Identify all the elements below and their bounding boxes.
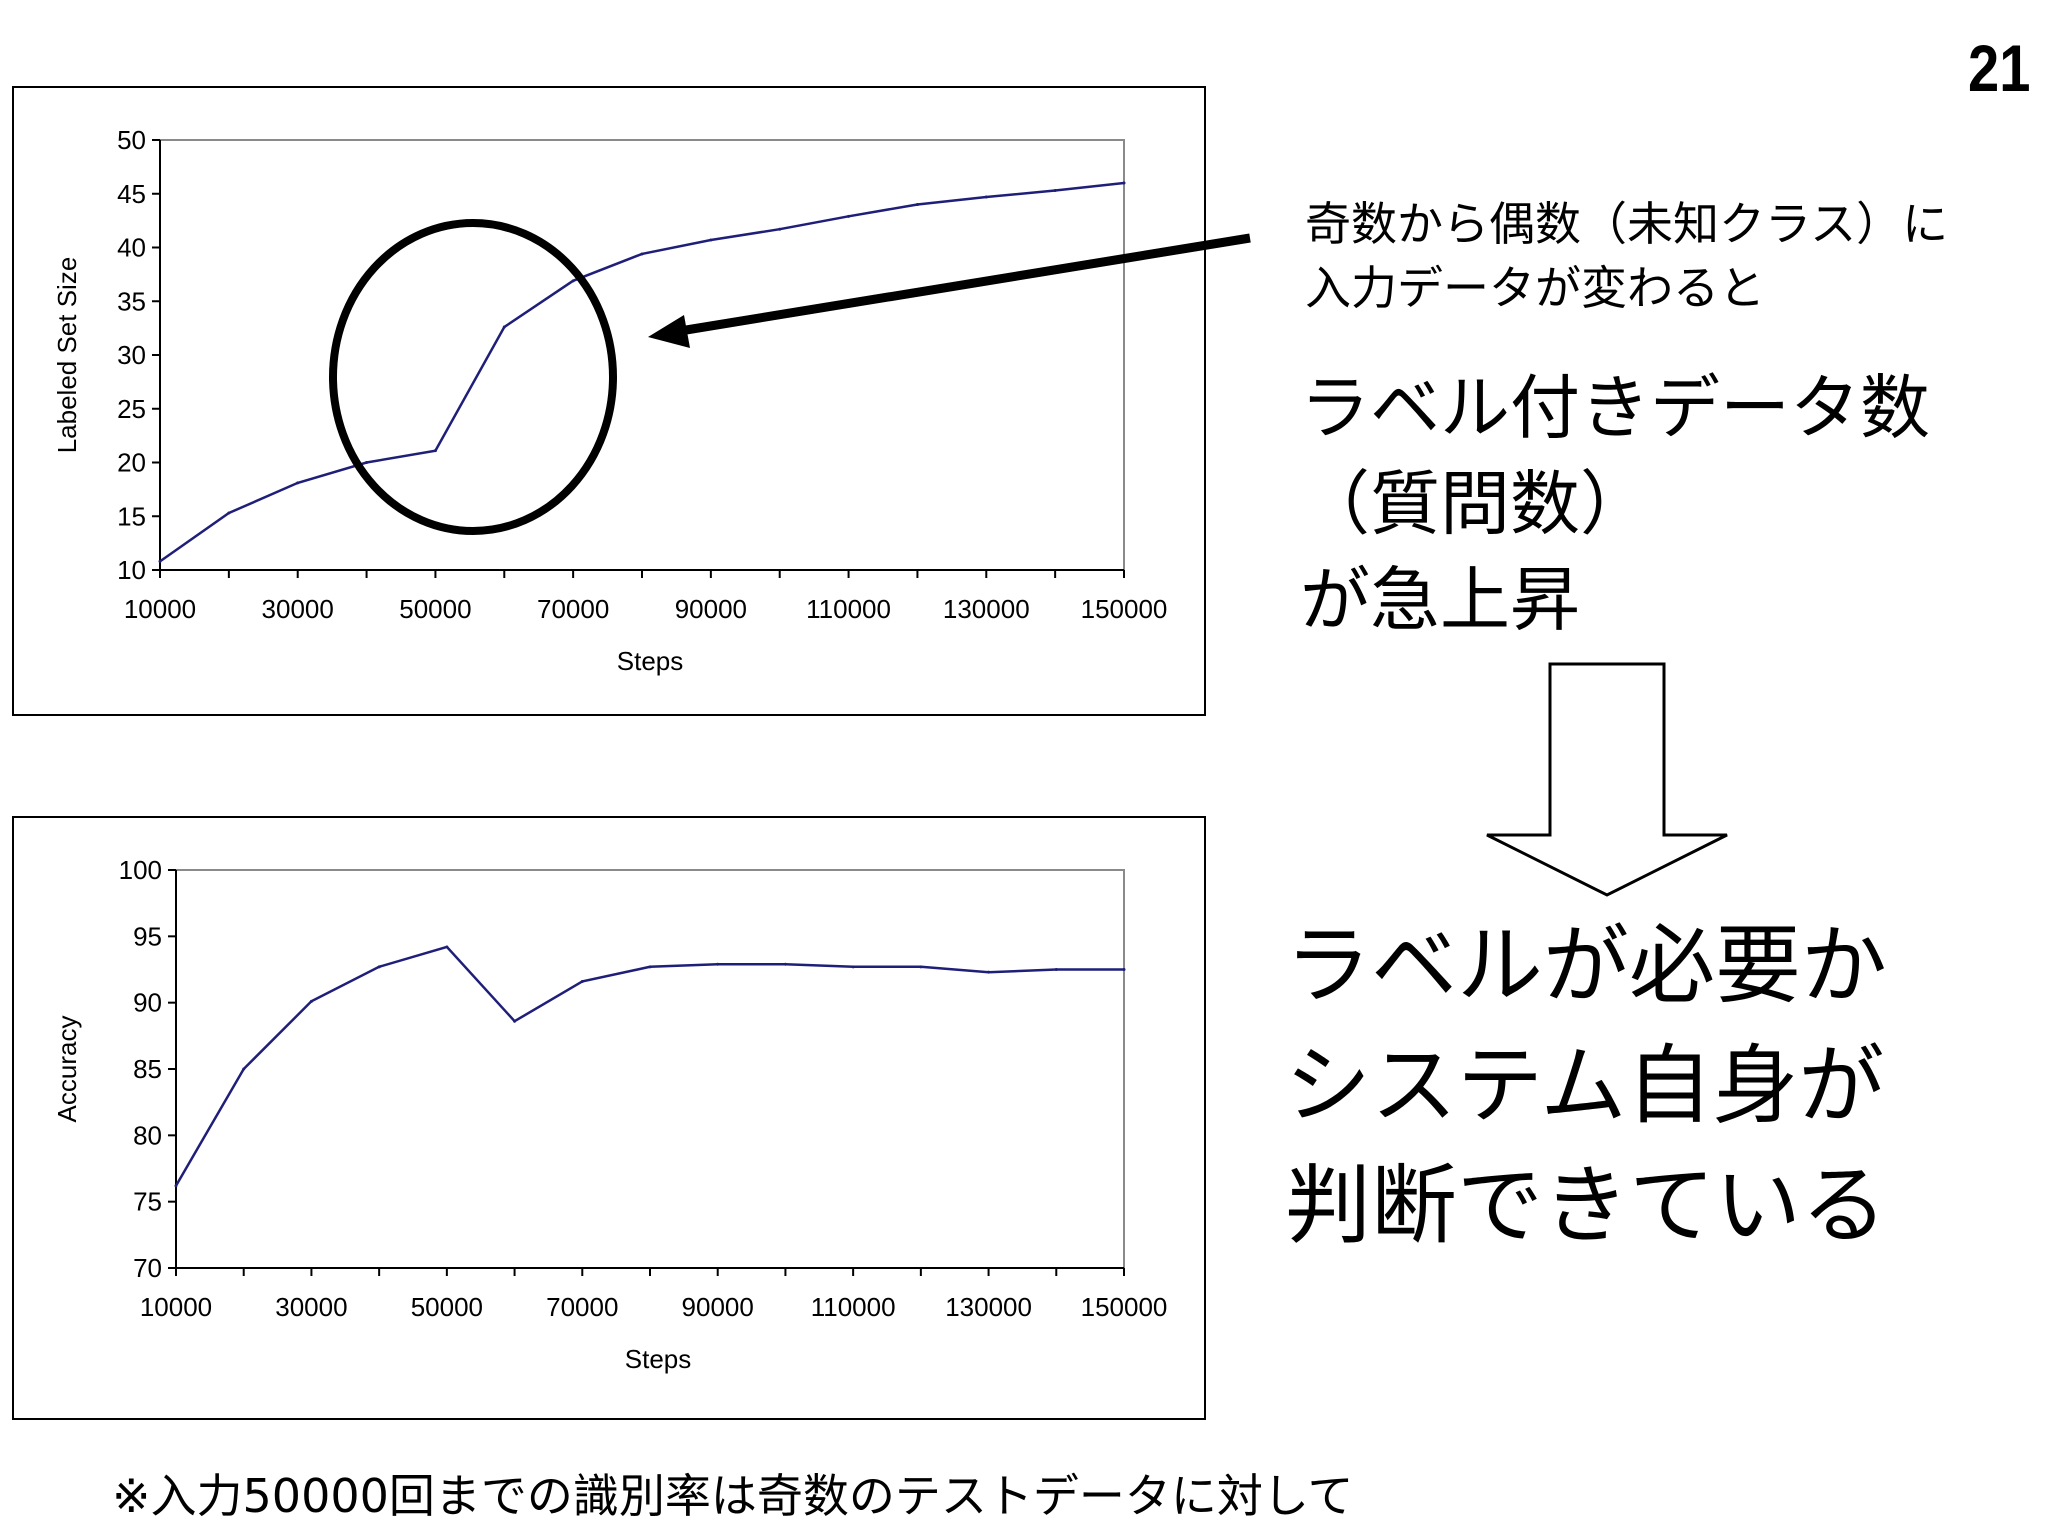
data-point bbox=[158, 559, 162, 563]
callout-heading-line: （質問数） bbox=[1300, 463, 1650, 545]
down-arrow-icon bbox=[1486, 662, 1728, 897]
data-point bbox=[445, 945, 449, 949]
data-point bbox=[174, 1184, 178, 1188]
x-tick-label: 30000 bbox=[275, 1292, 347, 1322]
y-tick-label: 95 bbox=[133, 921, 162, 951]
data-point bbox=[709, 238, 713, 242]
data-point bbox=[987, 970, 991, 974]
y-tick-label: 25 bbox=[117, 394, 146, 424]
data-point bbox=[296, 481, 300, 485]
data-point bbox=[640, 252, 644, 256]
data-point bbox=[984, 195, 988, 199]
data-point bbox=[513, 1019, 517, 1023]
data-point bbox=[1053, 189, 1057, 193]
y-tick-label: 50 bbox=[117, 125, 146, 155]
data-point bbox=[851, 965, 855, 969]
x-tick-label: 130000 bbox=[945, 1292, 1032, 1322]
x-tick-label: 70000 bbox=[537, 594, 609, 624]
callout-note-line: 入力データが変わると bbox=[1305, 261, 1765, 315]
callout-note-line: 奇数から偶数（未知クラス）に bbox=[1305, 197, 1949, 251]
data-point bbox=[227, 511, 231, 515]
data-point bbox=[648, 965, 652, 969]
data-point bbox=[915, 203, 919, 206]
data-point bbox=[919, 965, 923, 969]
data-point bbox=[580, 979, 584, 983]
data-point bbox=[365, 461, 369, 464]
y-axis-title: Labeled Set Size bbox=[52, 257, 82, 454]
y-tick-label: 15 bbox=[117, 501, 146, 531]
x-tick-label: 30000 bbox=[262, 594, 334, 624]
accuracy-chart: 70 75 80 85 90 95 100 10000 30000 50000 70000 90000… bbox=[12, 816, 1206, 1420]
y-tick-label: 85 bbox=[133, 1054, 162, 1084]
conclusion-line: システム自身が bbox=[1285, 1036, 1885, 1136]
x-tick-label: 10000 bbox=[124, 594, 196, 624]
x-tick-label: 10000 bbox=[140, 1292, 212, 1322]
labeled-set-size-chart: 10 15 20 25 30 35 40 45 50 10000 30000 50000 70000 90… bbox=[12, 86, 1206, 716]
data-point bbox=[242, 1067, 246, 1071]
data-point bbox=[783, 962, 787, 966]
y-tick-label: 70 bbox=[133, 1253, 162, 1283]
y-tick-label: 35 bbox=[117, 286, 146, 316]
footnote: ※入力50000回までの識別率は奇数のテストデータに対して bbox=[112, 1469, 1354, 1523]
data-point bbox=[1122, 968, 1126, 971]
y-tick-label: 100 bbox=[119, 855, 162, 885]
plot-area bbox=[159, 139, 1125, 571]
plot-area bbox=[175, 869, 1125, 1269]
y-tick-label: 90 bbox=[133, 988, 162, 1018]
x-axis-title: Steps bbox=[617, 646, 684, 676]
data-point bbox=[716, 962, 720, 966]
callout-heading: ラベル付きデータ数 （質問数） が急上昇 bbox=[1300, 360, 1930, 648]
callout-heading-line: が急上昇 bbox=[1300, 559, 1580, 641]
y-tick-label: 30 bbox=[117, 340, 146, 370]
x-tick-label: 150000 bbox=[1081, 594, 1168, 624]
data-point bbox=[1122, 181, 1126, 185]
y-tick-label: 80 bbox=[133, 1120, 162, 1150]
conclusion-line: ラベルが必要か bbox=[1285, 916, 1887, 1016]
x-tick-label: 70000 bbox=[546, 1292, 618, 1322]
data-point bbox=[433, 449, 437, 453]
y-tick-label: 10 bbox=[117, 555, 146, 585]
labeled-set-size-plot: 10 15 20 25 30 35 40 45 50 10000 30000 50000 70000 90… bbox=[52, 125, 1168, 676]
y-tick-label: 75 bbox=[133, 1187, 162, 1217]
accuracy-plot: 70 75 80 85 90 95 100 10000 30000 50000 70000 90000… bbox=[52, 855, 1168, 1374]
x-tick-label: 130000 bbox=[943, 594, 1030, 624]
x-tick-label: 90000 bbox=[675, 594, 747, 624]
y-axis-title: Accuracy bbox=[52, 1016, 82, 1123]
data-point bbox=[377, 965, 381, 969]
callout-note: 奇数から偶数（未知クラス）に 入力データが変わると bbox=[1305, 192, 1948, 320]
y-tick-label: 40 bbox=[117, 233, 146, 263]
conclusion-line: 判断できている bbox=[1285, 1156, 1887, 1256]
x-tick-label: 110000 bbox=[811, 1292, 896, 1322]
conclusion-text: ラベルが必要か システム自身が 判断できている bbox=[1285, 906, 1887, 1266]
x-tick-label: 90000 bbox=[682, 1292, 754, 1322]
x-tick-label: 50000 bbox=[399, 594, 471, 624]
x-tick-label: 150000 bbox=[1081, 1292, 1168, 1322]
x-tick-label: 50000 bbox=[411, 1292, 483, 1322]
y-tick-label: 45 bbox=[117, 179, 146, 209]
x-tick-label: 110000 bbox=[806, 594, 891, 624]
data-point bbox=[309, 999, 313, 1003]
data-point bbox=[847, 214, 851, 218]
data-point bbox=[571, 279, 575, 283]
x-axis-title: Steps bbox=[625, 1344, 692, 1374]
callout-heading-line: ラベル付きデータ数 bbox=[1300, 367, 1930, 449]
data-point bbox=[502, 325, 506, 329]
data-point bbox=[778, 227, 782, 231]
data-point bbox=[1054, 968, 1058, 971]
y-tick-label: 20 bbox=[117, 448, 146, 478]
slide-number: 21 bbox=[1967, 31, 2030, 105]
